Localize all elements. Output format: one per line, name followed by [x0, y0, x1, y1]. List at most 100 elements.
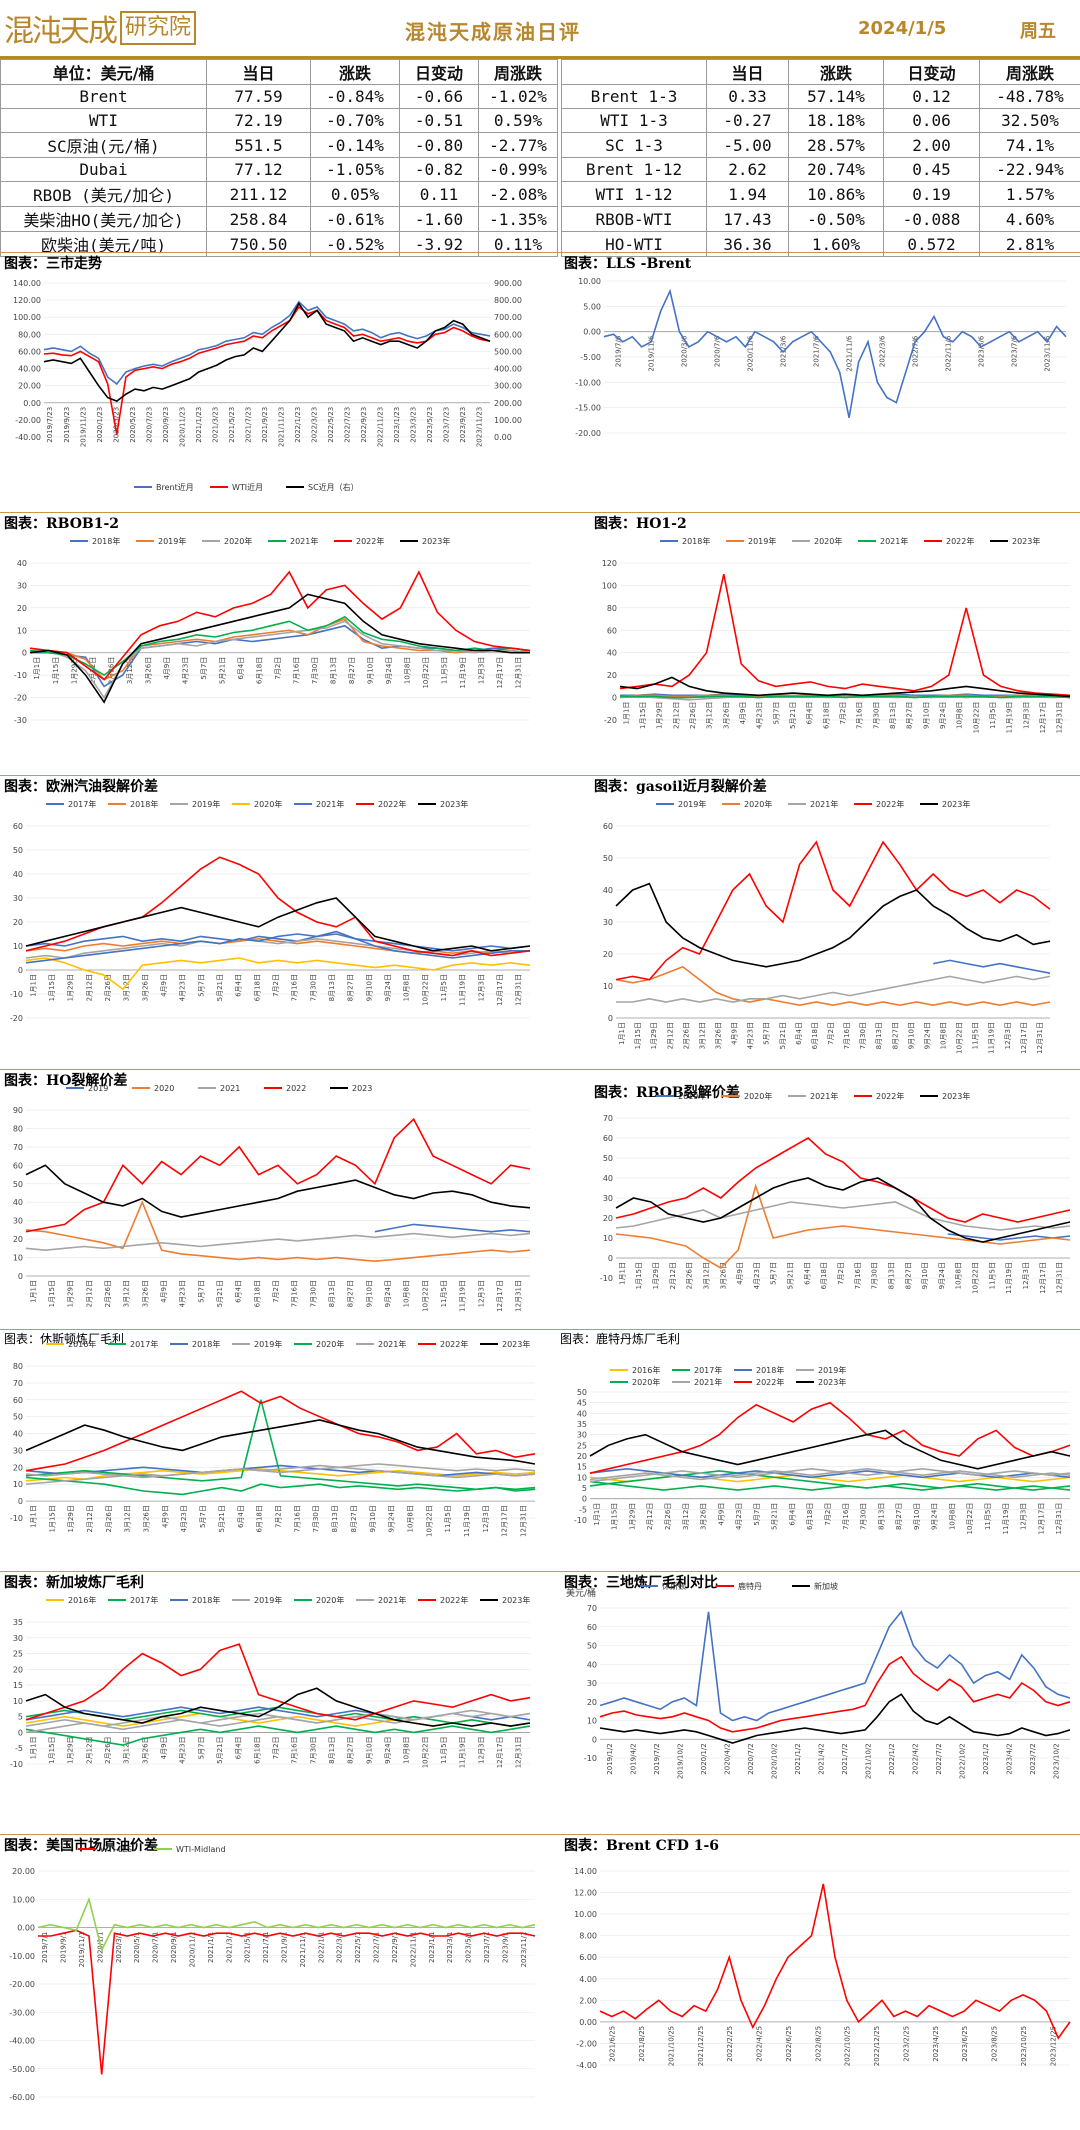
y-tick-label: 20	[13, 1463, 23, 1472]
legend-label: 2021年	[316, 799, 344, 809]
series-line-3	[615, 840, 1051, 981]
x-tick-label: 2021/11/6	[846, 335, 854, 371]
series-line-2	[615, 1201, 1071, 1231]
series-line-1	[25, 1399, 536, 1491]
price-table: 单位：美元/桶 当日 涨跌 日变动 周涨跌 当日 涨跌 日变动 周涨跌 Brent 77.59 -0.…	[0, 59, 1080, 257]
y-tick-label: 20	[13, 1665, 23, 1674]
y-tick-label: 30	[17, 581, 27, 590]
section-divider	[0, 775, 1080, 776]
y-tick-label: 50	[13, 846, 23, 855]
y-tick-label: 60.00	[18, 347, 41, 356]
legend-label: 2020年	[814, 536, 842, 546]
series-line-5	[619, 676, 1071, 698]
x-tick-label: 3月26日	[143, 1505, 151, 1532]
x-tick-label: 2022/9/23	[360, 407, 368, 443]
x-tick-label: 3月26日	[144, 657, 152, 684]
table-cell: -0.66	[399, 84, 479, 109]
series-line-6	[25, 1390, 536, 1472]
y-tick-label: -20	[14, 694, 27, 703]
y-tick-label: 0	[18, 1272, 23, 1281]
x-tick-label: 1月29日	[67, 974, 75, 1001]
x-tick-label: 2月26日	[682, 1022, 690, 1049]
series-line-5	[29, 593, 530, 704]
x-tick-label: 2022/10/25	[844, 2026, 852, 2066]
x-tick-label: 2022/5/23	[327, 407, 335, 443]
legend-label: 2019年	[748, 536, 776, 546]
header-cell	[561, 59, 707, 85]
x-tick-label: 2023/11/6	[1044, 335, 1052, 371]
table-cell: -5.00	[706, 132, 789, 158]
report-header: 混沌天成 研究院 混沌天成原油日评 2024/1/5 周五	[0, 0, 1080, 59]
y-tick-label: 40	[13, 870, 23, 879]
x-tick-label: 9月24日	[938, 1262, 946, 1289]
legend-label: 2016年	[68, 1339, 96, 1349]
y-tick-label: -10	[10, 990, 23, 999]
x-tick-label: 10月22日	[421, 1280, 429, 1312]
legend-label: 2021年	[290, 536, 318, 546]
y-tick-label: 60	[13, 822, 23, 831]
x-tick-label: 5月21日	[787, 1262, 795, 1289]
x-tick-label: 2月26日	[104, 1280, 112, 1307]
y-tick-label: 10	[603, 982, 613, 991]
series-line-4	[619, 574, 1071, 697]
x-tick-label: 2023/1/1	[428, 1932, 436, 1963]
series-line-1	[25, 1200, 531, 1263]
y-tick-label: 5	[582, 1484, 587, 1493]
table-row: Dubai 77.12 -1.05% -0.82 -0.99% Brent 1-12 2.6…	[0, 157, 1080, 182]
header-cell: 涨跌	[788, 59, 884, 85]
x-tick-label: 3月12日	[682, 1503, 690, 1530]
x-tick-label: 2020/7/6	[714, 335, 722, 367]
y-tick-label: 20	[577, 1452, 587, 1461]
x-tick-label: 2020/5/1	[133, 1932, 141, 1963]
x-tick-label: 2022/1/23	[294, 407, 302, 443]
legend-label: WTI近月	[232, 482, 263, 492]
legend-label: 鹿特丹	[738, 1581, 762, 1591]
x-tick-label: 2023/12/25	[1049, 2026, 1057, 2066]
y-tick-label: -20.00	[15, 416, 41, 425]
x-tick-label: 10月8日	[956, 702, 964, 729]
x-tick-label: 2022/7/6	[912, 335, 920, 367]
x-tick-label: 2月26日	[689, 702, 697, 729]
x-tick-label: 2021/7/1	[262, 1932, 270, 1963]
chart-svg: -10 -5 0 5 10 15 20 25 30 35 1月1日 1月15日 1月29日 2月12日 2月…	[10, 1595, 530, 1769]
legend-label: 2022年	[876, 799, 904, 809]
table-cell: 74.1%	[979, 132, 1080, 158]
table-cell: -0.99%	[478, 157, 558, 182]
x-tick-label: 2021/10/25	[667, 2026, 675, 2066]
x-tick-label: 2023/4/2	[1005, 1743, 1013, 1774]
y-tick-label: -4.00	[576, 2061, 597, 2070]
x-tick-label: 2022/3/23	[311, 407, 319, 443]
x-tick-label: 6月18日	[255, 657, 263, 684]
series-line-2	[25, 1232, 531, 1252]
x-tick-label: 3月26日	[722, 702, 730, 729]
report-title: 混沌天成原油日评	[405, 20, 581, 44]
x-tick-label: 2019/7/2	[653, 1743, 661, 1774]
chart-title: 图表：鹿特丹炼厂毛利	[560, 1332, 681, 1346]
x-tick-label: 9月24日	[385, 657, 393, 684]
table-row: Brent 77.59 -0.84% -0.66 -1.02% Brent 1-3 0.33…	[0, 84, 1080, 109]
y2-tick-label: 200.00	[494, 399, 522, 408]
x-tick-label: 11月19日	[459, 1736, 467, 1768]
table-cell: 77.59	[206, 84, 311, 109]
x-tick-label: 10月22日	[972, 702, 980, 734]
legend-label: 2020年	[316, 1339, 344, 1349]
x-tick-label: 5月21日	[789, 702, 797, 729]
x-tick-label: 7月2日	[275, 1505, 283, 1528]
x-tick-label: 9月24日	[384, 1736, 392, 1763]
series-line-5	[25, 1463, 536, 1485]
y-tick-label: -5.00	[580, 353, 601, 362]
x-tick-label: 12月3日	[1022, 1262, 1030, 1289]
x-tick-label: 1月29日	[650, 1022, 658, 1049]
x-tick-label: 2019/9/1	[60, 1932, 68, 1963]
x-tick-label: 2021/5/23	[228, 407, 236, 443]
x-tick-label: 5月7日	[197, 1736, 205, 1759]
x-tick-label: 4月23日	[753, 1262, 761, 1289]
x-tick-label: 10月22日	[421, 1736, 429, 1768]
chart-title: 图表：美国市场原油价差	[4, 1838, 158, 1854]
y-tick-label: 30	[13, 1217, 23, 1226]
y-tick-label: 20	[13, 1235, 23, 1244]
x-tick-label: 1月29日	[67, 1505, 75, 1532]
x-tick-label: 1月29日	[70, 657, 78, 684]
legend-label: 2021年	[880, 536, 908, 546]
x-tick-label: 2022/1/2	[888, 1743, 896, 1774]
